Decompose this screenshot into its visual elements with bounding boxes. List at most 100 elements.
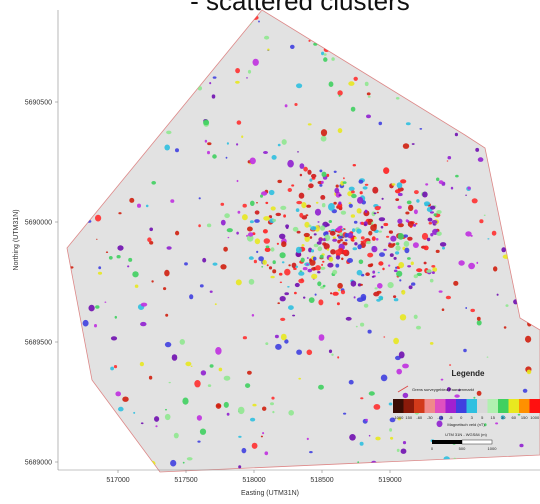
anomaly [321,136,327,142]
anomaly [254,219,260,223]
anomaly [258,256,264,261]
anomaly [140,322,146,326]
y-tick-label: 5689500 [25,340,52,347]
anomaly [401,290,405,295]
anomaly [263,151,268,154]
y-tick-label: 5689000 [25,460,52,467]
anomaly [299,193,305,199]
anomaly [436,232,441,236]
anomaly [246,77,248,78]
colorbar-label: 15 [491,415,496,420]
anomaly [375,206,381,210]
anomaly [424,262,427,265]
anomaly [429,222,432,225]
anomaly [352,228,355,232]
anomaly [197,415,202,421]
anomaly [180,339,185,345]
anomaly [329,350,332,354]
anomaly [256,251,258,253]
anomaly [255,238,260,244]
anomaly [366,241,371,244]
anomaly [345,233,349,238]
anomaly [351,239,354,242]
anomaly [249,279,255,285]
colorbar-cell [435,399,446,413]
anomaly [202,258,206,263]
anomaly [434,213,437,216]
anomaly [207,151,210,154]
anomaly [381,226,384,229]
anomaly [308,269,313,273]
anomaly [326,223,329,226]
anomaly [342,229,344,230]
anomaly [343,181,347,184]
anomaly [318,385,324,390]
anomaly [414,315,418,319]
anomaly [389,403,393,406]
anomaly [374,404,381,410]
anomaly [365,82,369,86]
anomaly [315,265,321,270]
anomaly [451,187,453,190]
anomaly [221,220,226,226]
anomaly [118,212,121,214]
anomaly [271,397,274,400]
anomaly [189,294,193,299]
anomaly [377,291,382,294]
anomaly [235,81,240,84]
anomaly [436,178,439,182]
anomaly [393,295,396,298]
anomaly [389,230,393,233]
anomaly [465,231,471,236]
anomaly [401,449,407,454]
anomaly [441,379,444,381]
anomaly [311,174,316,178]
anomaly [332,239,337,242]
x-tick-label: 518000 [242,477,265,484]
anomaly [227,413,230,416]
title: - scattered clusters [190,0,410,16]
anomaly [267,49,269,51]
anomaly [381,375,388,382]
anomaly [321,129,327,136]
anomaly [437,421,443,428]
anomaly [307,257,309,259]
anomaly [414,274,418,278]
anomaly [436,210,441,214]
anomaly [235,68,240,73]
anomaly [146,205,149,208]
colorbar-cell [446,399,457,413]
anomaly [296,208,300,212]
anomaly [248,232,253,236]
anomaly [96,239,98,240]
anomaly [163,287,166,290]
anomaly [311,274,317,279]
anomaly [376,299,381,302]
anomaly [308,225,311,228]
anomaly [238,465,241,468]
anomaly [396,242,400,245]
anomaly [374,212,377,214]
colorbar-cell [425,399,436,413]
anomaly [308,188,311,190]
anomaly [404,248,409,254]
anomaly [127,265,129,267]
anomaly [337,356,339,358]
anomaly [395,189,401,193]
anomaly [477,391,482,396]
anomaly [205,140,207,143]
anomaly [356,326,358,328]
anomaly [399,351,405,358]
anomaly [315,209,321,216]
anomaly [228,237,230,238]
anomaly [279,234,285,239]
anomaly [406,219,409,222]
anomaly [410,226,413,228]
anomaly [360,442,364,446]
anomaly [197,441,200,443]
anomaly [322,172,327,178]
anomaly [288,410,294,416]
anomaly [371,246,377,252]
anomaly [379,231,382,233]
anomaly [383,336,385,337]
